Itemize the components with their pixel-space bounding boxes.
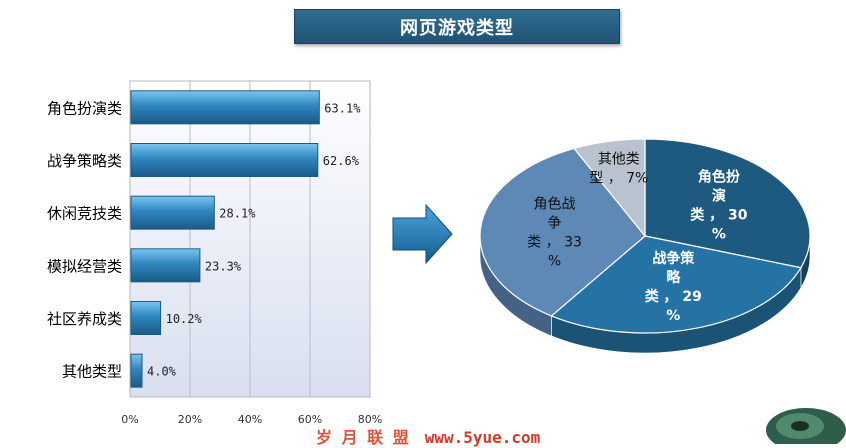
value-label: 23.3% <box>205 259 242 273</box>
watermark-url: www.5yue.com <box>424 428 541 447</box>
value-label: 10.2% <box>166 312 203 326</box>
category-label: 休闲竞技类 <box>47 205 122 223</box>
bar <box>130 143 319 177</box>
bar <box>130 301 162 335</box>
arrow-right-icon <box>392 203 453 265</box>
value-label: 62.6% <box>323 154 360 168</box>
pie-slice <box>550 235 802 334</box>
bars <box>130 90 320 388</box>
pie-slice-label: 战争策略类 ， 29% <box>645 250 702 324</box>
pie-slice <box>479 147 646 317</box>
category-label: 角色扮演类 <box>47 99 122 117</box>
bar <box>130 90 320 125</box>
pie-slice-label: 角色扮演类 ， 30% <box>690 169 747 243</box>
pie-slice-label: 角色战争类 ， 33% <box>527 195 582 269</box>
grid-lines <box>189 81 311 397</box>
pie-slice-label: 其他类型 ， 7% <box>589 151 648 186</box>
x-tick-label: 40% <box>238 413 262 426</box>
page-title: 网页游戏类型 <box>294 9 620 44</box>
category-label: 模拟经营类 <box>47 257 122 275</box>
watermark-text: 岁 月 联 盟 <box>316 428 411 447</box>
x-tick-label: 0% <box>121 413 138 426</box>
watermark: 岁 月 联 盟 www.5yue.com <box>316 424 540 448</box>
bar <box>130 248 201 283</box>
category-label: 其他类型 <box>62 363 122 381</box>
value-label: 4.0% <box>147 365 177 379</box>
category-label: 战争策略类 <box>47 152 122 170</box>
x-tick-label: 20% <box>178 413 202 426</box>
category-label: 社区养成类 <box>47 310 122 328</box>
x-tick-label: 60% <box>298 413 322 426</box>
pie-slice <box>573 138 646 238</box>
x-tick-labels: 0% 20% 40% 60% 80% <box>121 413 382 426</box>
value-label: 28.1% <box>219 207 256 221</box>
bar <box>130 195 215 230</box>
pie-chart: 角色扮演类 ， 30 % 战争策略类 ， 29 % 角色战争类 ， 33 %其他类型 ， … <box>479 138 811 354</box>
decoration-stone-icon <box>766 408 846 444</box>
bar <box>130 353 143 388</box>
value-labels: 63.1% 62.6% 28.1% 23.3% 10.2% 4.0% <box>147 101 361 378</box>
x-tick-label: 80% <box>358 413 382 426</box>
value-label: 63.1% <box>324 101 361 115</box>
pie-slice <box>644 138 811 269</box>
